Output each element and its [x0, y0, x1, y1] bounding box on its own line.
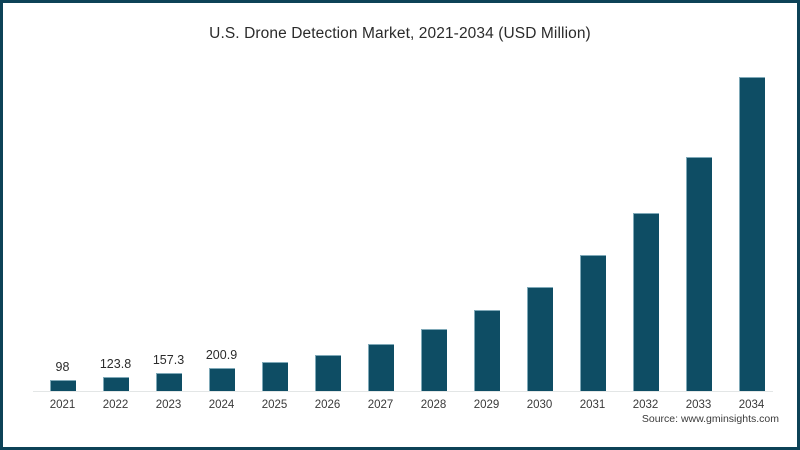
bar-group: [354, 67, 407, 391]
bar-group: [566, 67, 619, 391]
bar-value-label: 123.8: [99, 357, 132, 372]
x-axis-tick-label: 2026: [314, 399, 341, 411]
bar-group: [725, 67, 778, 391]
bar[interactable]: [50, 380, 76, 391]
chart-title: U.S. Drone Detection Market, 2021-2034 (…: [209, 25, 591, 42]
x-axis-line: [33, 391, 773, 392]
bar[interactable]: [262, 362, 288, 391]
bar[interactable]: [209, 368, 235, 391]
x-axis-tick-label: 2022: [102, 399, 129, 411]
bar[interactable]: [527, 286, 553, 391]
bar-value-label: 157.3: [152, 353, 185, 368]
bar-value-label: 200.9: [205, 348, 238, 363]
x-axis-tick-label: 2028: [420, 399, 447, 411]
bar-group: [513, 67, 566, 391]
bar-group: [142, 67, 195, 391]
bar[interactable]: [103, 377, 129, 391]
bar[interactable]: [315, 354, 341, 391]
bar-group: [248, 67, 301, 391]
bar-group: [195, 67, 248, 391]
x-axis-tick-label: 2027: [367, 399, 394, 411]
bar-group: [619, 67, 672, 391]
source-attribution: Source: www.gminsights.com: [641, 413, 779, 425]
x-axis-tick-label: 2033: [685, 399, 712, 411]
bar-group: [36, 67, 89, 391]
bar-group: [672, 67, 725, 391]
x-axis-tick-label: 2024: [208, 399, 235, 411]
bar[interactable]: [421, 328, 447, 391]
bar[interactable]: [633, 212, 659, 391]
bar-group: [301, 67, 354, 391]
bar-group: [89, 67, 142, 391]
x-axis-tick-label: 2032: [632, 399, 659, 411]
bar-group: [407, 67, 460, 391]
bar[interactable]: [686, 156, 712, 391]
x-axis-tick-label: 2030: [526, 399, 553, 411]
bar[interactable]: [368, 344, 394, 391]
x-axis-tick-label: 2029: [473, 399, 500, 411]
bar[interactable]: [580, 254, 606, 391]
bar[interactable]: [474, 310, 500, 391]
x-axis-tick-label: 2031: [579, 399, 606, 411]
bar-value-label: 98: [55, 360, 70, 374]
bar[interactable]: [156, 373, 182, 391]
x-axis-tick-label: 2021: [49, 399, 76, 411]
x-axis-tick-label: 2034: [738, 399, 765, 411]
bar[interactable]: [739, 77, 765, 391]
bar-group: [460, 67, 513, 391]
x-axis-tick-label: 2023: [155, 399, 182, 411]
x-axis-tick-label: 2025: [261, 399, 288, 411]
